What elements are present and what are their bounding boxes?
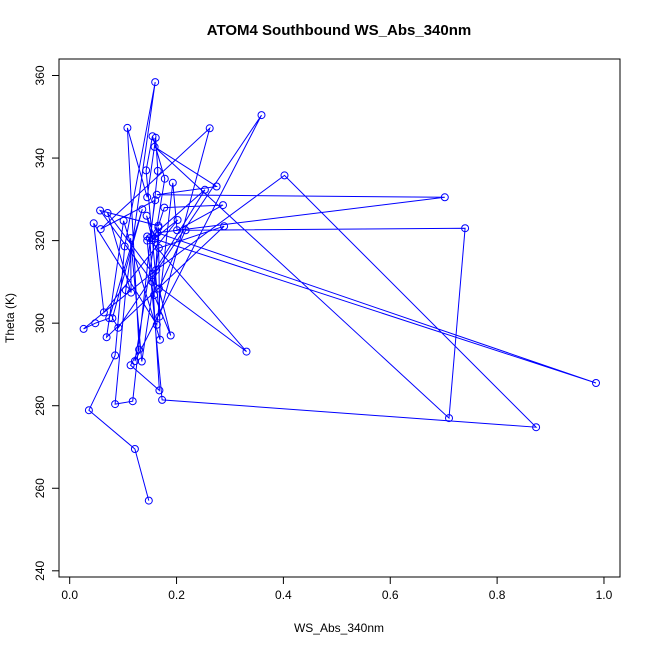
data-point bbox=[119, 216, 128, 225]
data-point bbox=[155, 386, 164, 395]
y-tick-label: 320 bbox=[33, 230, 47, 250]
data-point bbox=[154, 284, 163, 293]
data-point bbox=[220, 222, 229, 231]
y-tick-label: 340 bbox=[33, 148, 47, 168]
data-point bbox=[143, 236, 152, 245]
y-tick-label: 300 bbox=[33, 313, 47, 333]
data-point bbox=[173, 216, 182, 224]
data-point bbox=[149, 269, 157, 278]
data-point bbox=[155, 312, 164, 321]
x-axis: 0.0 0.2 0.4 0.6 0.8 1.0 bbox=[61, 577, 613, 602]
data-point bbox=[144, 496, 153, 505]
data-point bbox=[91, 319, 100, 328]
x-tick-label: 1.0 bbox=[596, 588, 613, 602]
plot-frame bbox=[58, 58, 621, 578]
data-point bbox=[153, 166, 162, 175]
data-point bbox=[89, 219, 98, 228]
data-point bbox=[257, 111, 266, 120]
y-tick-label: 360 bbox=[33, 65, 47, 85]
data-point bbox=[105, 314, 114, 323]
y-tick-label: 280 bbox=[33, 395, 47, 415]
data-point bbox=[440, 193, 449, 202]
data-point bbox=[152, 320, 161, 329]
data-point bbox=[127, 288, 136, 297]
data-point bbox=[173, 226, 182, 235]
data-point bbox=[532, 423, 541, 432]
data-point bbox=[79, 324, 88, 333]
data-point bbox=[111, 351, 120, 360]
y-tick-label: 240 bbox=[33, 560, 47, 580]
plot-area bbox=[79, 78, 600, 505]
data-point bbox=[205, 124, 214, 133]
data-point bbox=[242, 347, 251, 356]
data-point bbox=[130, 445, 139, 453]
data-point bbox=[200, 185, 209, 194]
data-point bbox=[138, 205, 147, 214]
data-point bbox=[103, 209, 112, 217]
data-point bbox=[96, 225, 105, 234]
data-point bbox=[135, 345, 144, 354]
data-point bbox=[142, 211, 151, 220]
data-point bbox=[111, 400, 120, 409]
data-point bbox=[137, 357, 146, 366]
data-point bbox=[84, 406, 93, 415]
data-point bbox=[150, 291, 159, 300]
data-point bbox=[143, 193, 152, 202]
data-point bbox=[461, 224, 470, 233]
y-tick-label: 260 bbox=[33, 478, 47, 498]
data-point bbox=[592, 379, 600, 387]
data-point bbox=[212, 182, 221, 191]
chart-title: ATOM4 Southbound WS_Abs_340nm bbox=[207, 22, 471, 39]
data-point bbox=[102, 333, 111, 342]
data-point bbox=[445, 414, 453, 423]
data-point bbox=[166, 331, 175, 340]
data-point bbox=[148, 132, 157, 141]
data-point bbox=[158, 395, 167, 404]
x-axis-label: WS_Abs_340nm bbox=[294, 621, 384, 635]
data-point bbox=[151, 196, 160, 205]
data-point bbox=[219, 201, 227, 210]
data-point bbox=[160, 203, 169, 212]
data-point bbox=[96, 206, 105, 215]
data-point bbox=[154, 221, 163, 230]
data-point bbox=[151, 78, 160, 87]
data-point bbox=[152, 190, 161, 199]
series-line bbox=[83, 82, 597, 501]
data-point bbox=[160, 174, 169, 183]
x-tick-label: 0.0 bbox=[61, 588, 78, 602]
y-axis-label: Theta (K) bbox=[3, 293, 17, 343]
data-point bbox=[120, 242, 129, 251]
y-axis: 240 260 280 300 320 340 360 bbox=[33, 65, 59, 581]
data-point bbox=[108, 314, 117, 323]
x-tick-label: 0.8 bbox=[489, 588, 506, 602]
data-point bbox=[142, 166, 151, 175]
data-point bbox=[148, 277, 157, 286]
data-point bbox=[151, 234, 160, 243]
data-point bbox=[123, 123, 132, 132]
data-point bbox=[156, 335, 164, 344]
data-point bbox=[168, 178, 177, 187]
data-point bbox=[114, 323, 123, 332]
data-point bbox=[121, 286, 130, 295]
data-point bbox=[128, 397, 137, 406]
data-point bbox=[99, 308, 108, 317]
x-tick-label: 0.6 bbox=[382, 588, 399, 602]
data-point bbox=[126, 234, 135, 243]
data-point bbox=[150, 142, 159, 151]
x-tick-label: 0.4 bbox=[275, 588, 292, 602]
data-point bbox=[143, 232, 152, 241]
x-tick-label: 0.2 bbox=[168, 588, 185, 602]
data-point bbox=[181, 226, 190, 235]
data-point bbox=[126, 361, 135, 370]
data-point bbox=[154, 244, 163, 252]
data-point bbox=[280, 171, 289, 180]
